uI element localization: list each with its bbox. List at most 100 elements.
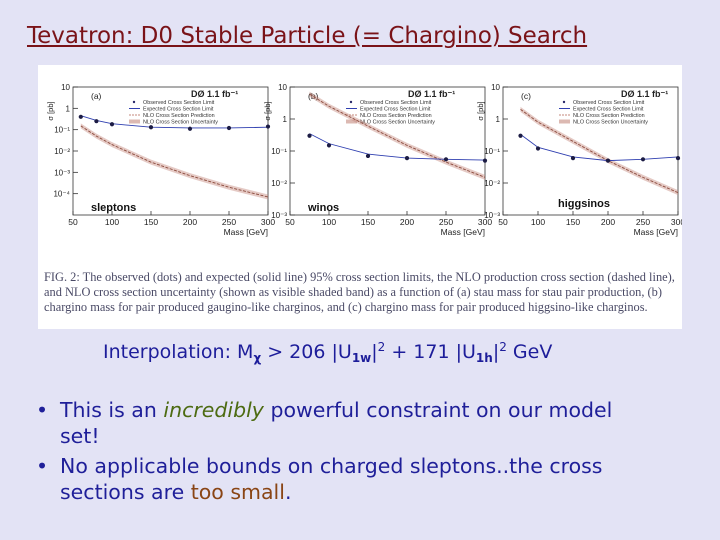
legend-entry: NLO Cross Section Uncertainty xyxy=(143,120,218,126)
y-tick-label: 10 xyxy=(278,83,287,92)
slide-title: Tevatron: D0 Stable Particle (= Chargino… xyxy=(27,23,588,49)
panel-label: (c) xyxy=(521,91,531,101)
x-tick-label: 100 xyxy=(105,217,119,227)
legend-entry: Expected Cross Section Limit xyxy=(143,107,214,113)
legend-entry: NLO Cross Section Prediction xyxy=(573,113,645,119)
x-tick-label: 50 xyxy=(498,217,508,227)
x-tick-label: 100 xyxy=(322,217,336,227)
legend-entry: NLO Cross Section Uncertainty xyxy=(573,120,648,126)
formula-prefix: Interpolation: M xyxy=(103,341,254,363)
plot-frame xyxy=(72,86,269,216)
observed-limit-dot xyxy=(640,157,646,162)
observed-limit-dot xyxy=(675,155,681,161)
observed-limit-dot xyxy=(94,119,99,124)
nlo-prediction-line xyxy=(309,93,486,178)
observed-limit-dot xyxy=(518,133,523,138)
formula-square-2: 2 xyxy=(499,340,507,354)
legend-entry: Observed Cross Section Limit xyxy=(360,100,432,106)
x-tick-label: 100 xyxy=(531,217,545,227)
x-axis-label: Mass [GeV] xyxy=(224,227,268,237)
y-tick-label: 10⁻¹ xyxy=(484,147,500,156)
observed-limit-dot xyxy=(326,143,332,148)
observed-limit-dot xyxy=(265,124,271,129)
y-tick-label: 10⁻² xyxy=(54,147,70,156)
nlo-prediction-line xyxy=(520,109,679,194)
observed-limit-dot xyxy=(404,155,410,161)
bullet-1-text-a: This is an xyxy=(60,398,164,422)
legend-symbol xyxy=(559,119,570,124)
legend-symbol xyxy=(132,100,136,104)
x-tick-label: 150 xyxy=(361,217,375,227)
observed-limit-dot xyxy=(482,158,488,163)
formula-sub-1h: 1h xyxy=(475,351,493,365)
legend-entry: NLO Cross Section Prediction xyxy=(360,113,432,119)
observed-limit-dot xyxy=(307,133,312,138)
y-tick-label: 10 xyxy=(61,83,70,92)
x-axis-label: Mass [GeV] xyxy=(634,227,678,237)
formula-part-1: > 206 |U xyxy=(261,341,352,363)
y-axis-label: σ [pb] xyxy=(263,101,272,120)
bullet-sleptons: • No applicable bounds on charged slepto… xyxy=(36,453,686,505)
y-tick-label: 1 xyxy=(66,104,71,113)
observed-limit-dot xyxy=(605,158,611,163)
legend-entry: NLO Cross Section Prediction xyxy=(143,113,215,119)
observed-limit-dot xyxy=(187,126,193,131)
legend-entry: Expected Cross Section Limit xyxy=(573,107,644,113)
x-tick-label: 300 xyxy=(478,217,492,227)
legend-entry: Expected Cross Section Limit xyxy=(360,107,431,113)
observed-limit-dot xyxy=(443,157,449,162)
x-tick-label: 50 xyxy=(68,217,78,227)
formula-suffix: GeV xyxy=(506,341,553,363)
observed-limit-dot xyxy=(365,153,371,159)
y-tick-label: 1 xyxy=(283,115,288,124)
legend-symbol xyxy=(129,119,140,124)
panel-label: (a) xyxy=(91,91,102,101)
observed-limit-dot xyxy=(226,125,232,131)
bullet-marker: • xyxy=(36,398,49,422)
y-tick-label: 10 xyxy=(491,83,500,92)
figure-panel: 10 1 10⁻¹ 10⁻² 10⁻³ 10⁻⁴ 50 100 150 200 250 300 Mass… xyxy=(38,65,682,329)
formula-square-1: 2 xyxy=(377,340,386,354)
x-tick-label: 250 xyxy=(439,217,453,227)
y-tick-label: 10⁻² xyxy=(271,179,287,188)
bullet-2-text-b: . xyxy=(284,480,292,504)
formula-sub-1w: 1w xyxy=(351,351,372,365)
x-tick-label: 150 xyxy=(566,217,580,227)
nlo-uncertainty-band xyxy=(309,91,485,180)
observed-limit-dot xyxy=(78,114,83,119)
y-tick-label: 1 xyxy=(496,115,501,124)
y-tick-label: 10⁻¹ xyxy=(54,126,70,135)
x-tick-label: 300 xyxy=(261,217,275,227)
y-axis-label: σ [pb] xyxy=(46,101,55,120)
experiment-label: DØ 1.1 fb⁻¹ xyxy=(621,89,668,99)
experiment-label: DØ 1.1 fb⁻¹ xyxy=(408,89,455,99)
observed-limit-dot xyxy=(570,155,576,161)
x-tick-label: 200 xyxy=(601,217,615,227)
legend-symbol xyxy=(562,100,566,104)
y-tick-label: 10⁻³ xyxy=(54,168,70,177)
legend-entry: Observed Cross Section Limit xyxy=(143,100,215,106)
bullet-constraint: • This is an incredibly powerful constra… xyxy=(36,397,656,449)
x-tick-label: 200 xyxy=(400,217,414,227)
expected-limit-line xyxy=(520,134,679,162)
legend-entry: NLO Cross Section Uncertainty xyxy=(360,120,435,126)
experiment-label: DØ 1.1 fb⁻¹ xyxy=(191,89,238,99)
observed-limit-dot xyxy=(535,146,541,151)
nlo-prediction-line xyxy=(80,125,269,198)
observed-limit-dot xyxy=(148,125,154,130)
nlo-uncertainty-band xyxy=(520,106,678,196)
x-tick-label: 150 xyxy=(144,217,158,227)
y-tick-label: 10⁻¹ xyxy=(271,147,287,156)
bullet-1-text-b: powerful constraint on our model set! xyxy=(60,398,613,448)
panel-label: (b) xyxy=(308,91,319,101)
region-label: sleptons xyxy=(91,202,136,214)
x-tick-label: 300 xyxy=(671,217,682,227)
x-axis-label: Mass [GeV] xyxy=(441,227,485,237)
x-tick-label: 250 xyxy=(222,217,236,227)
x-tick-label: 250 xyxy=(636,217,650,227)
formula-part-2: + 171 |U xyxy=(385,341,476,363)
y-tick-label: 10⁻² xyxy=(484,179,500,188)
x-tick-label: 200 xyxy=(183,217,197,227)
interpolation-formula: Interpolation: Mχ > 206 |U1w|2 + 171 |U1… xyxy=(103,340,553,365)
